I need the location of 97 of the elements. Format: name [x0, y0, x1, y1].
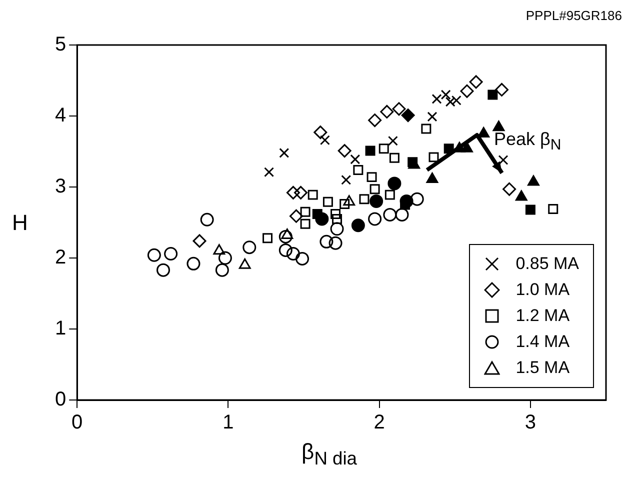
point [494, 82, 508, 96]
point [308, 190, 318, 200]
point [478, 127, 490, 138]
point [264, 167, 274, 178]
point [289, 209, 303, 223]
point [218, 251, 232, 265]
point [383, 208, 397, 222]
point [365, 146, 376, 156]
point [451, 95, 462, 106]
point [428, 152, 439, 162]
point [525, 204, 536, 215]
point [164, 246, 178, 260]
point [286, 246, 300, 260]
point [338, 144, 352, 158]
point [281, 228, 294, 240]
point [359, 194, 370, 204]
point [389, 152, 400, 163]
point [147, 248, 161, 262]
point [300, 218, 310, 229]
point [215, 263, 229, 277]
point [213, 244, 226, 255]
point [328, 236, 342, 250]
point [242, 240, 256, 254]
point [388, 176, 402, 190]
y-tick-label: 3 [55, 176, 66, 198]
point [320, 135, 330, 146]
point [262, 233, 273, 244]
x-tick-label: 0 [72, 412, 83, 434]
point [278, 243, 292, 257]
point [341, 174, 352, 185]
point [388, 136, 398, 146]
y-tick-label: 2 [55, 246, 66, 269]
y-tick-label: 5 [55, 34, 66, 56]
point [432, 94, 442, 104]
point [410, 192, 424, 206]
legend-label: 0.85 MA [516, 254, 579, 274]
point [332, 214, 342, 224]
point [366, 172, 377, 182]
point [515, 190, 528, 201]
point [186, 256, 200, 270]
point [502, 182, 516, 196]
point [368, 212, 382, 226]
point [380, 104, 394, 118]
point [286, 186, 300, 200]
point [492, 120, 505, 132]
x-tick-label: 3 [524, 412, 536, 434]
y-tick-label: 0 [55, 388, 66, 411]
y-tick-label: 1 [55, 318, 66, 340]
point [421, 124, 432, 134]
point [330, 208, 341, 219]
point [395, 208, 409, 222]
point [469, 75, 483, 89]
text: PPPL#95GR186 [526, 8, 622, 23]
point [156, 263, 170, 277]
point [294, 186, 308, 200]
point [340, 199, 350, 210]
point [440, 90, 451, 100]
point [278, 230, 292, 244]
point [343, 195, 356, 206]
point [401, 108, 415, 122]
legend-label: 1.0 MA [516, 280, 570, 300]
legend-label: 1.2 MA [516, 306, 570, 326]
point [296, 252, 310, 266]
point [350, 154, 360, 164]
point [368, 114, 382, 128]
point [498, 155, 508, 166]
point [384, 190, 395, 200]
point [330, 222, 344, 236]
y-axis-title: H [12, 210, 28, 236]
annotation: Peak β$_{N}$ [494, 128, 562, 154]
point [378, 144, 389, 154]
point [351, 218, 365, 232]
point [300, 206, 310, 217]
point [548, 204, 558, 214]
point [370, 184, 380, 194]
point [460, 84, 474, 98]
legend-label: 1.5 MA [516, 358, 570, 378]
point [279, 148, 290, 158]
point [238, 258, 251, 269]
point [370, 194, 384, 208]
point [528, 175, 540, 186]
point [314, 126, 328, 140]
legend-label: 1.4 MA [516, 332, 570, 352]
point [200, 212, 214, 226]
point [392, 102, 406, 116]
x-tick-label: 2 [374, 412, 385, 434]
y-tick-label: 4 [55, 104, 66, 127]
point [353, 164, 364, 175]
point [320, 234, 334, 248]
point [445, 96, 456, 107]
point [408, 157, 418, 168]
point [488, 90, 498, 100]
point [322, 196, 333, 207]
x-axis-title: β$_{N dia}$ [302, 439, 357, 468]
point [427, 112, 438, 122]
x-tick-label: 1 [222, 412, 234, 434]
point [192, 234, 206, 248]
